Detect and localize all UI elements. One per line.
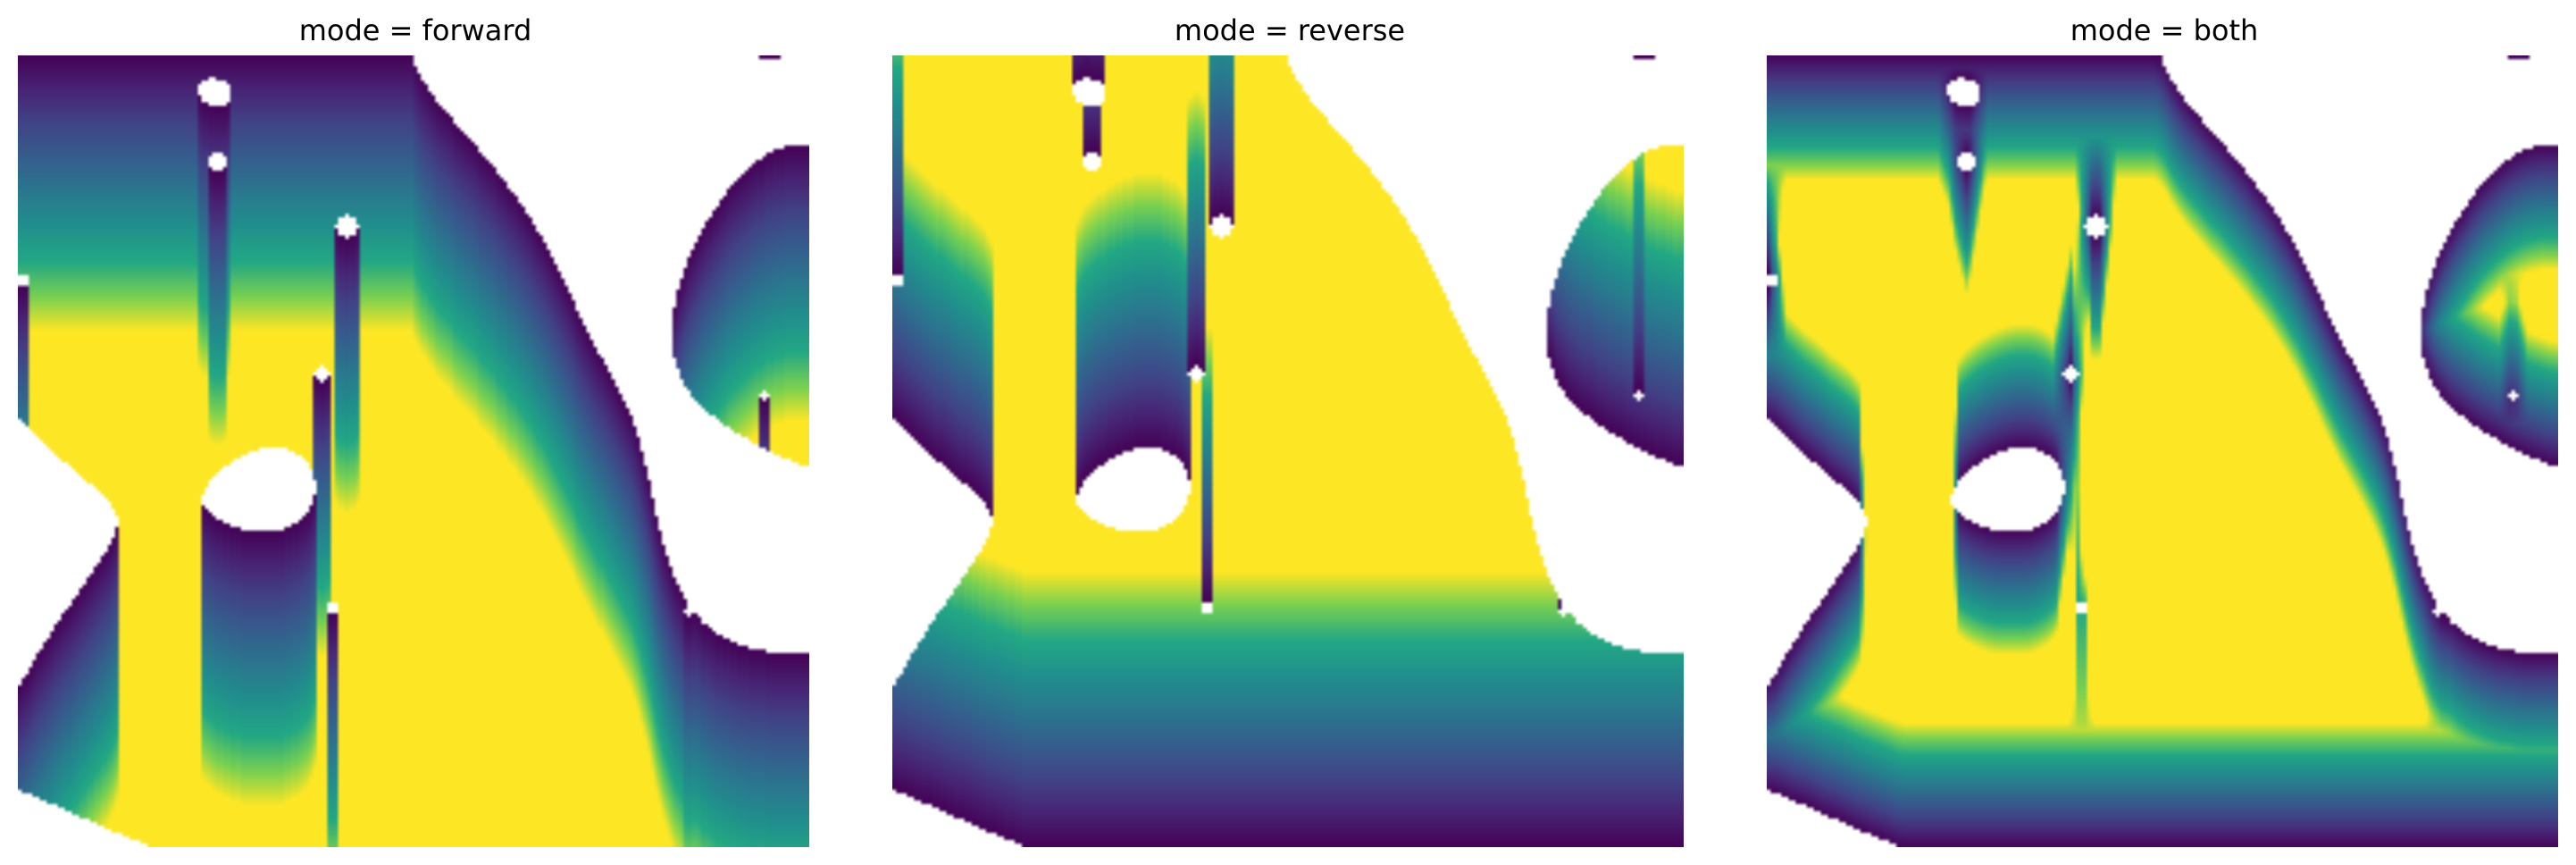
panel-reverse: mode = reverse <box>892 0 1687 865</box>
panel-title: mode = both <box>2070 13 2259 47</box>
distance-map-image <box>892 55 1684 847</box>
distance-map-image <box>18 55 809 847</box>
panel-forward: mode = forward <box>18 0 813 865</box>
distance-map-image <box>1767 55 2558 847</box>
panel-title: mode = reverse <box>1174 13 1406 47</box>
panel-both: mode = both <box>1767 0 2562 865</box>
panel-title: mode = forward <box>298 13 532 47</box>
